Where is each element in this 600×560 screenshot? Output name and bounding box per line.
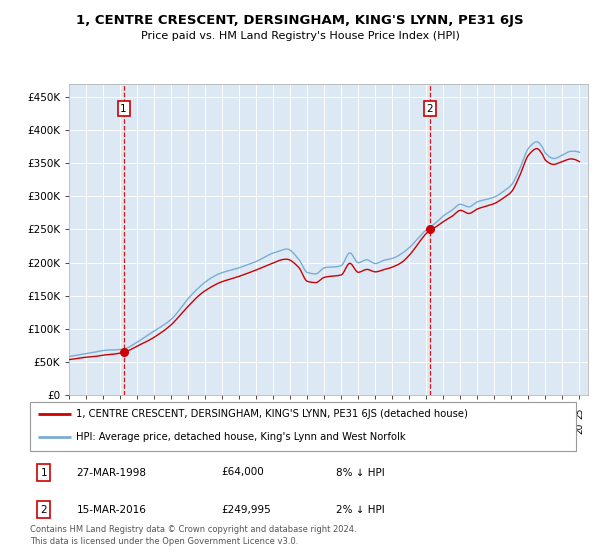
Text: 08: 08 xyxy=(286,407,295,419)
Text: 20: 20 xyxy=(422,423,431,434)
Text: 20: 20 xyxy=(269,423,278,434)
Text: 07: 07 xyxy=(269,407,278,419)
Text: 11: 11 xyxy=(337,407,346,419)
Text: 14: 14 xyxy=(388,407,397,419)
Text: 19: 19 xyxy=(116,423,125,434)
Text: 00: 00 xyxy=(149,407,158,419)
Text: 20: 20 xyxy=(149,423,158,434)
Text: 20: 20 xyxy=(507,423,516,434)
Text: 20: 20 xyxy=(320,423,329,434)
Text: 23: 23 xyxy=(541,407,550,419)
Text: Contains HM Land Registry data © Crown copyright and database right 2024.
This d: Contains HM Land Registry data © Crown c… xyxy=(30,525,356,546)
Text: 10: 10 xyxy=(320,407,329,419)
Text: 22: 22 xyxy=(524,407,533,418)
Text: 19: 19 xyxy=(82,423,91,434)
Text: 20: 20 xyxy=(371,423,380,434)
Text: 1, CENTRE CRESCENT, DERSINGHAM, KING'S LYNN, PE31 6JS (detached house): 1, CENTRE CRESCENT, DERSINGHAM, KING'S L… xyxy=(76,409,468,419)
Text: 1: 1 xyxy=(121,104,127,114)
Text: 20: 20 xyxy=(200,423,209,434)
Text: 97: 97 xyxy=(98,407,107,419)
Text: 21: 21 xyxy=(507,407,516,419)
Text: 27-MAR-1998: 27-MAR-1998 xyxy=(76,468,146,478)
Text: 19: 19 xyxy=(133,423,142,434)
Text: 20: 20 xyxy=(558,423,567,434)
Text: 19: 19 xyxy=(98,423,107,434)
Text: 20: 20 xyxy=(473,423,482,434)
Text: 16: 16 xyxy=(422,407,431,419)
Text: 05: 05 xyxy=(235,407,244,419)
Text: 99: 99 xyxy=(133,407,142,419)
Text: 20: 20 xyxy=(184,423,193,434)
Text: 1, CENTRE CRESCENT, DERSINGHAM, KING'S LYNN, PE31 6JS: 1, CENTRE CRESCENT, DERSINGHAM, KING'S L… xyxy=(76,14,524,27)
Text: 20: 20 xyxy=(388,423,397,434)
Text: Price paid vs. HM Land Registry's House Price Index (HPI): Price paid vs. HM Land Registry's House … xyxy=(140,31,460,41)
Text: 15-MAR-2016: 15-MAR-2016 xyxy=(76,505,146,515)
Text: 17: 17 xyxy=(439,407,448,419)
Text: 8% ↓ HPI: 8% ↓ HPI xyxy=(336,468,385,478)
Text: 20: 20 xyxy=(251,423,260,434)
Text: 20: 20 xyxy=(235,423,244,434)
FancyBboxPatch shape xyxy=(30,402,576,451)
Text: HPI: Average price, detached house, King's Lynn and West Norfolk: HPI: Average price, detached house, King… xyxy=(76,432,406,442)
Text: 19: 19 xyxy=(65,423,74,434)
Text: 2% ↓ HPI: 2% ↓ HPI xyxy=(336,505,385,515)
Text: 01: 01 xyxy=(167,407,176,419)
Text: 04: 04 xyxy=(218,407,227,419)
Text: 20: 20 xyxy=(354,423,363,434)
Text: 20: 20 xyxy=(456,423,465,434)
Text: 12: 12 xyxy=(354,407,363,419)
Text: 96: 96 xyxy=(82,407,91,419)
Text: 1: 1 xyxy=(40,468,47,478)
Text: 20: 20 xyxy=(167,423,176,434)
Text: 2: 2 xyxy=(40,505,47,515)
Text: 09: 09 xyxy=(303,407,312,419)
Text: 98: 98 xyxy=(116,407,125,419)
Text: 19: 19 xyxy=(473,407,482,419)
Text: 20: 20 xyxy=(524,423,533,434)
Text: 2: 2 xyxy=(427,104,433,114)
Text: 20: 20 xyxy=(303,423,312,434)
Text: 20: 20 xyxy=(490,407,499,419)
Text: 02: 02 xyxy=(184,407,193,419)
Text: 03: 03 xyxy=(200,407,209,419)
Text: £249,995: £249,995 xyxy=(221,505,271,515)
Text: 24: 24 xyxy=(558,407,567,418)
Text: 18: 18 xyxy=(456,407,465,419)
Text: 20: 20 xyxy=(490,423,499,434)
Text: 25: 25 xyxy=(575,407,584,419)
Text: 20: 20 xyxy=(439,423,448,434)
Text: 20: 20 xyxy=(405,423,414,434)
Text: £64,000: £64,000 xyxy=(221,468,264,478)
Text: 20: 20 xyxy=(575,423,584,434)
Text: 06: 06 xyxy=(251,407,260,419)
Text: 20: 20 xyxy=(286,423,295,434)
Text: 15: 15 xyxy=(405,407,414,419)
Text: 20: 20 xyxy=(218,423,227,434)
Text: 13: 13 xyxy=(371,407,380,419)
Text: 20: 20 xyxy=(541,423,550,434)
Text: 95: 95 xyxy=(65,407,74,419)
Text: 20: 20 xyxy=(337,423,346,434)
